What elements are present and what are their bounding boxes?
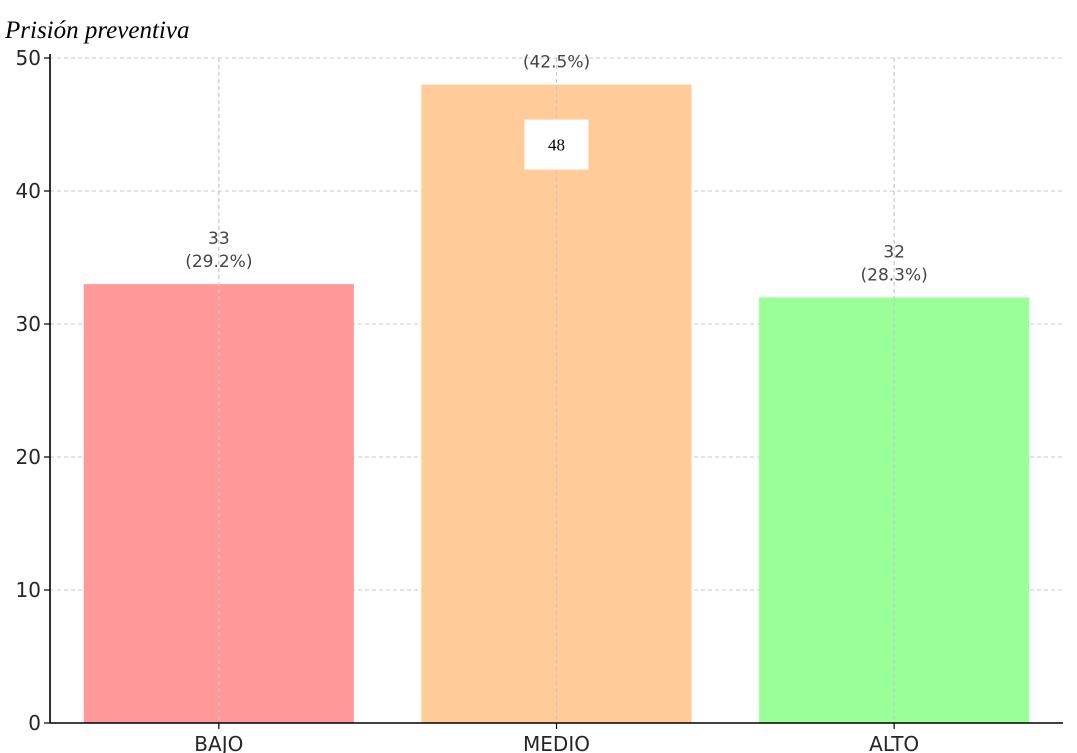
axes [44,54,1063,729]
y-tick-label: 10 [16,578,41,602]
percent-label-bajo: (29.2%) [185,252,252,272]
x-tick-label-bajo: BAJO [194,732,243,753]
y-tick-label: 0 [28,711,41,735]
value-label-medio: 48 [548,136,565,155]
x-tick-label-alto: ALTO [869,732,919,753]
x-tick-label-medio: MEDIO [523,732,590,753]
bars [83,58,1030,724]
y-tick-label: 30 [16,312,41,336]
chart-title: Prisión preventiva [4,17,189,44]
value-box [524,119,589,170]
value-label-alto: 32 [883,242,905,262]
value-label-bajo: 33 [208,229,230,249]
y-tick-label: 50 [16,46,41,70]
y-tick-label: 40 [16,179,41,203]
labels: 0 10 20 30 40 50 BAJO MEDIO ALTO 33 (29.2%) (42.5%)… [16,46,928,753]
percent-label-alto: (28.3%) [861,265,928,285]
y-tick-label: 20 [16,445,41,469]
bar-bajo [83,284,354,723]
percent-label-medio: (42.5%) [523,53,590,73]
